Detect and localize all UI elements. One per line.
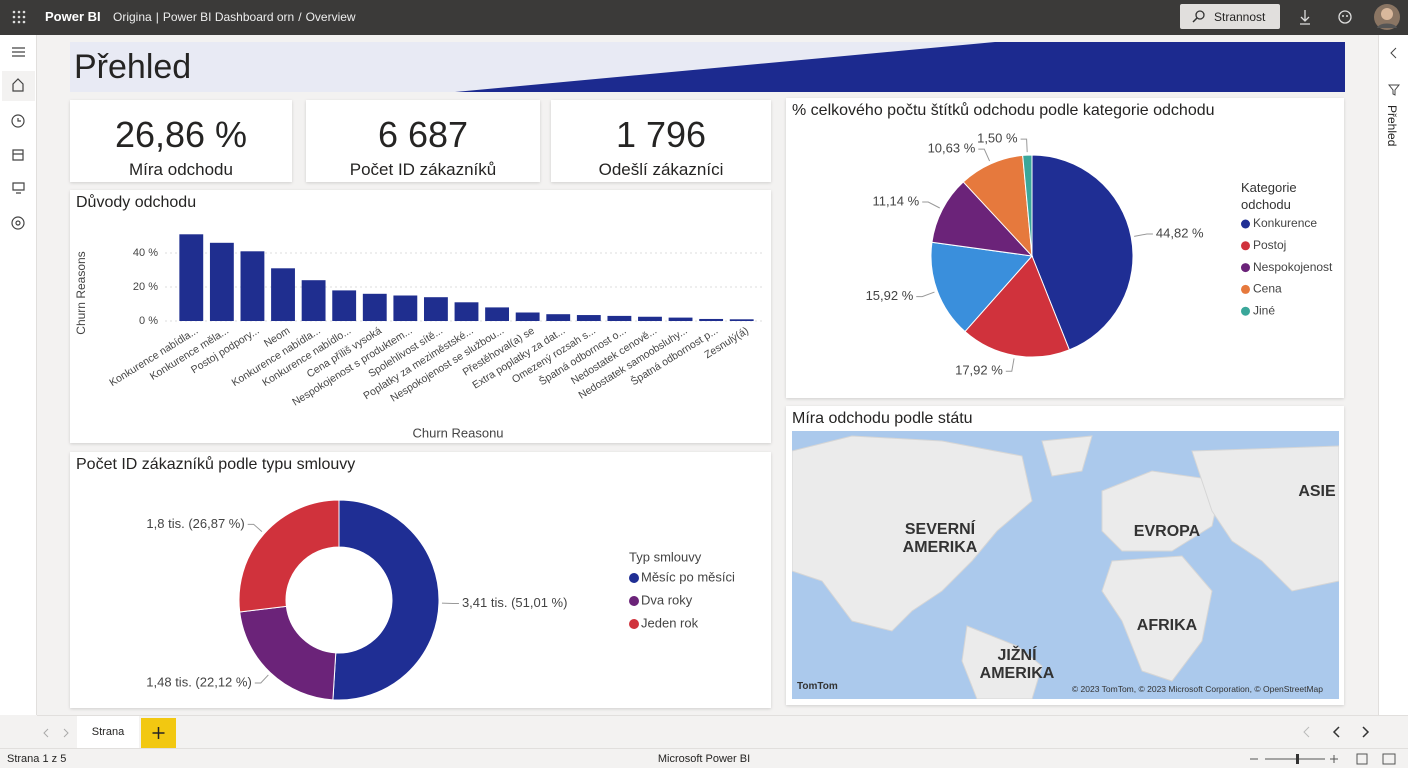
- map-panel: Míra odchodu podle státu SEVERNÍ AMERIKA…: [786, 406, 1344, 705]
- emoji-icon[interactable]: [1337, 9, 1353, 25]
- map-brand: TomTom: [797, 681, 838, 692]
- kpi-value: 1 796: [615, 114, 707, 155]
- header-banner: Přehled: [70, 42, 1345, 92]
- donut-panel: Počet ID zákazníků podle typu smlouvy: [70, 452, 771, 708]
- tab-bar: Strana: [37, 715, 1408, 748]
- chart-title: Počet ID zákazníků podle typu smlouvy: [76, 456, 356, 473]
- chart-title: % celkového počtu štítků odchodu podle k…: [792, 102, 1215, 119]
- map-label: AFRIKA: [1136, 617, 1198, 634]
- menu-icon[interactable]: [12, 47, 25, 57]
- separator: /: [298, 10, 302, 24]
- greenland: [1041, 435, 1093, 477]
- bar-panel: Důvody odchodu: [70, 190, 771, 443]
- pie-panel: % celkového počtu štítků odchodu podle k…: [786, 98, 1344, 398]
- asia: [1191, 445, 1339, 592]
- legend-title: Kategorie odchodu: [1241, 180, 1297, 212]
- side-pane: Přehled: [1378, 35, 1408, 715]
- map-label: SEVERNÍ AMERIKA: [902, 521, 978, 556]
- map-title: Míra odchodu podle státu: [792, 410, 973, 427]
- app-footer: Microsoft Power BI: [657, 753, 751, 765]
- button-label: Strannost: [1214, 10, 1266, 24]
- map-label: JIŽNÍ AMERIKA: [979, 647, 1055, 682]
- page-tab[interactable]: Strana: [77, 716, 139, 748]
- tab-scroll[interactable]: [42, 727, 72, 739]
- zoom-controls[interactable]: [1245, 752, 1400, 766]
- africa: [1101, 555, 1213, 682]
- page-status: Strana 1 z 5: [7, 753, 67, 765]
- kpi-value: 6 687: [377, 114, 469, 155]
- map-copyright: © 2023 TomTom, © 2023 Microsoft Corporat…: [1071, 684, 1323, 694]
- chart-title: Důvody odchodu: [76, 194, 197, 211]
- avatar[interactable]: [1373, 3, 1401, 31]
- crumb[interactable]: Power BI Dashboard orn: [162, 10, 295, 24]
- kpi-label: Míra odchodu: [129, 160, 233, 179]
- kpi-value: 26,86 %: [114, 114, 248, 155]
- status-bar: Strana 1 z 5 Microsoft Power BI: [0, 748, 1408, 768]
- page-nav[interactable]: [1301, 725, 1376, 739]
- left-nav: [0, 35, 37, 715]
- kpi-card: 1 796 Odešlí zákazníci: [551, 100, 771, 182]
- map-land: [792, 435, 1339, 699]
- north-america: [792, 435, 1033, 632]
- banner-shape: [455, 42, 1345, 92]
- kpi-card: 26,86 % Míra odchodu: [70, 100, 292, 182]
- europe: [1101, 470, 1223, 552]
- top-bar: Power BI Origina | Power BI Dashboard or…: [0, 0, 1408, 35]
- recent-icon[interactable]: [11, 114, 25, 128]
- map[interactable]: SEVERNÍ AMERIKA EVROPA ASIE AFRIKA JIŽNÍ…: [792, 431, 1339, 699]
- workspace-icon[interactable]: [12, 182, 25, 194]
- kpi-label: Odešlí zákazníci: [598, 160, 724, 179]
- south-america: [961, 625, 1043, 699]
- download-icon[interactable]: [1298, 9, 1312, 25]
- collapse-icon[interactable]: [1388, 47, 1400, 59]
- app-launcher[interactable]: [12, 10, 26, 24]
- apps-icon[interactable]: [12, 149, 24, 161]
- filter-icon[interactable]: [1388, 84, 1400, 96]
- nav-selected: [2, 71, 35, 101]
- app-name[interactable]: Power BI: [45, 9, 101, 24]
- breadcrumb: Origina | Power BI Dashboard orn / Overv…: [113, 10, 356, 24]
- search-button[interactable]: Strannost: [1180, 4, 1280, 29]
- separator: |: [155, 10, 159, 24]
- side-pane-label[interactable]: Přehled: [1385, 105, 1399, 147]
- nav-icons: [2, 47, 35, 230]
- kpi-card: 6 687 Počet ID zákazníků: [306, 100, 540, 182]
- map-label: ASIE: [1298, 483, 1336, 500]
- crumb[interactable]: Overview: [305, 10, 356, 24]
- page-title: Přehled: [74, 48, 192, 86]
- search-icon: [1192, 10, 1205, 23]
- kpi-label: Počet ID zákazníků: [349, 160, 497, 179]
- map-label: EVROPA: [1133, 523, 1201, 540]
- crumb[interactable]: Origina: [113, 10, 152, 24]
- settings-icon[interactable]: [11, 216, 25, 230]
- add-page[interactable]: [141, 718, 176, 748]
- home-icon[interactable]: [12, 78, 24, 92]
